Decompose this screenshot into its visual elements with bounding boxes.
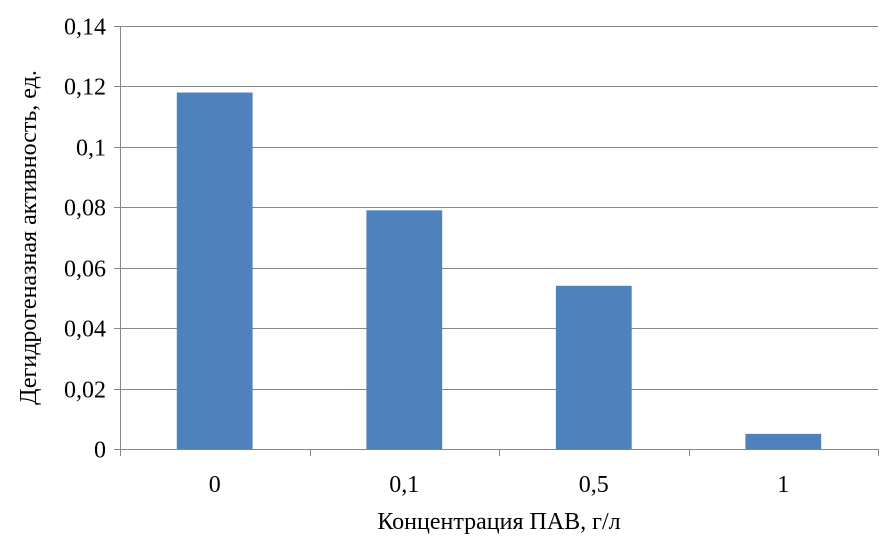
bars — [176, 92, 822, 449]
x-tick-label: 0 — [209, 472, 221, 498]
y-tick-label: 0,08 — [64, 196, 106, 222]
y-axis-title: Дегидрогеназная активность, ед. — [16, 70, 42, 405]
y-tick-label: 0,14 — [64, 15, 106, 41]
y-tick-label: 0 — [94, 438, 106, 464]
y-tick-label: 0,1 — [76, 136, 106, 162]
bar — [176, 92, 253, 449]
y-tick-labels: 0 0,02 0,04 0,06 0,08 0,1 0,12 0,14 — [64, 15, 106, 464]
y-tick-label: 0,04 — [64, 317, 106, 343]
bar — [555, 285, 632, 449]
x-tick-label: 1 — [777, 472, 789, 498]
y-tick-label: 0,12 — [64, 75, 106, 101]
bar — [745, 433, 822, 449]
x-tick-label: 0,5 — [579, 472, 609, 498]
y-tick-label: 0,06 — [64, 257, 106, 283]
x-tick-labels: 0 0,1 0,5 1 — [209, 472, 790, 498]
y-tick-label: 0,02 — [64, 378, 106, 404]
axes — [114, 26, 879, 456]
bar — [366, 210, 443, 449]
x-axis-title: Концентрация ПАВ, г/л — [377, 509, 620, 535]
x-tick-label: 0,1 — [389, 472, 419, 498]
